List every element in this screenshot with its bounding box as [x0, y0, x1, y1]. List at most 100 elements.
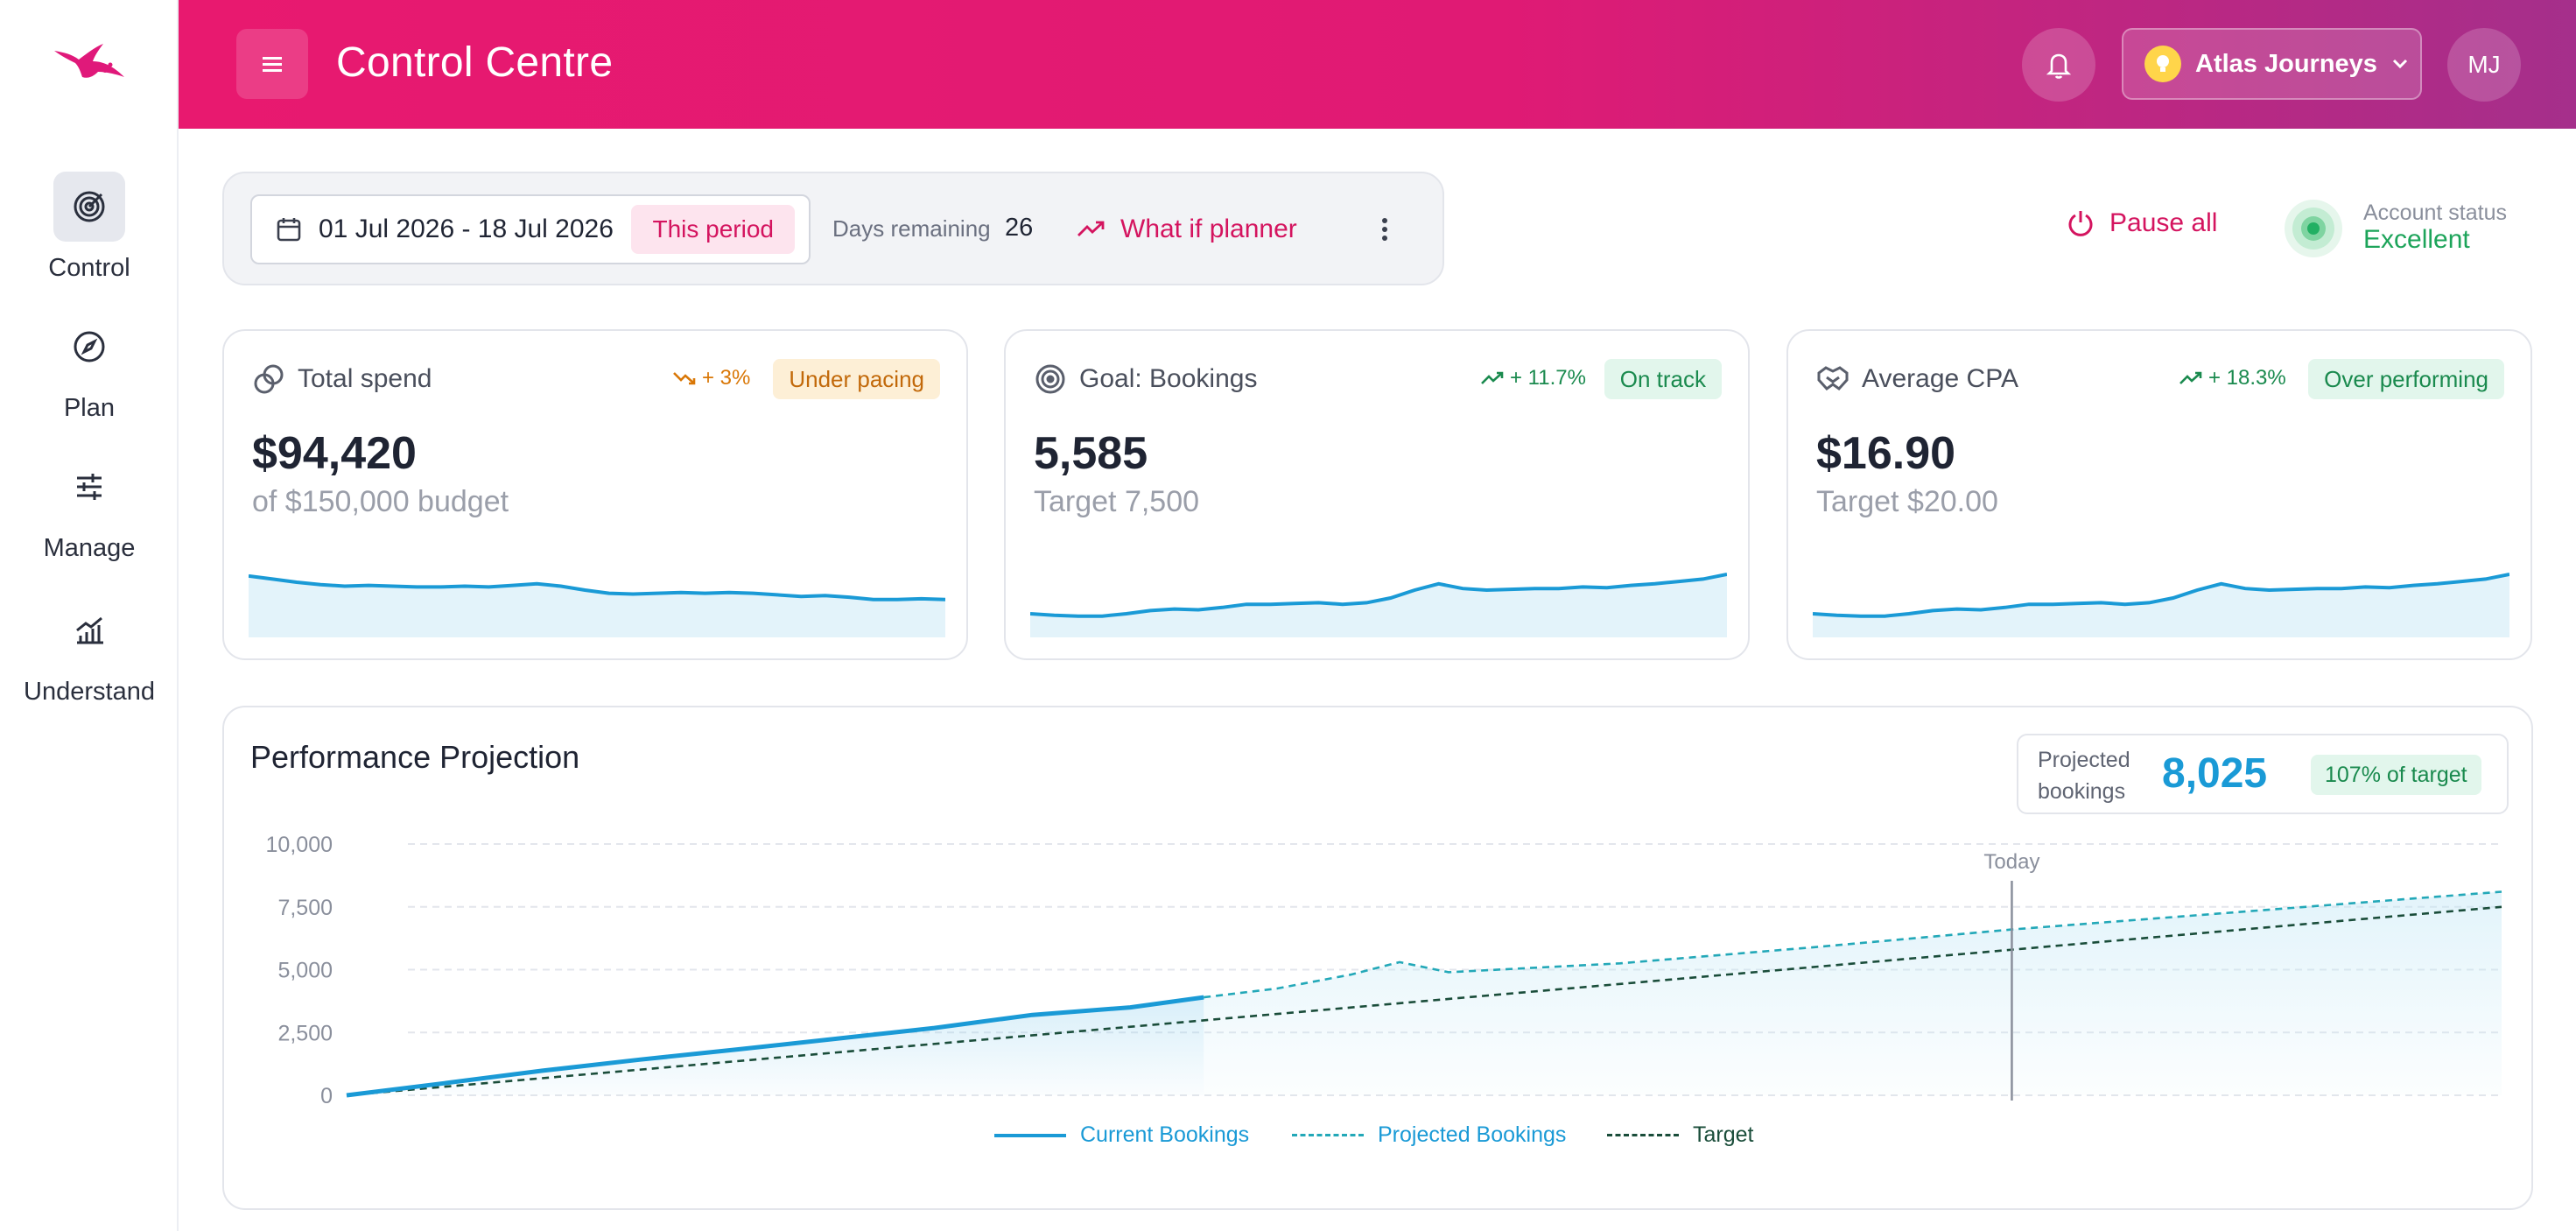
period-badge: This period — [631, 205, 795, 254]
power-icon — [2068, 211, 2093, 236]
trending-down-icon — [673, 372, 696, 385]
hummingbird-logo-icon[interactable] — [53, 39, 126, 91]
what-if-planner-button[interactable]: What if planner — [1077, 205, 1297, 254]
sparkline — [1813, 573, 2509, 637]
account-switcher[interactable]: Atlas Journeys — [2122, 28, 2422, 100]
sparkline — [1030, 573, 1727, 637]
trending-up-icon — [2179, 371, 2202, 384]
sparkline-area — [1030, 574, 1727, 637]
handshake-icon — [1817, 366, 1849, 390]
sliders-icon — [53, 452, 125, 522]
projection-chart[interactable]: Today 10,000 7,500 5,000 2,500 0 — [224, 707, 2535, 1212]
more-options-button[interactable] — [1360, 205, 1409, 254]
coins-icon — [254, 364, 284, 394]
page-title: Control Centre — [336, 39, 614, 86]
trend-indicator: + 3% — [672, 366, 750, 390]
pause-all-label: Pause all — [2109, 208, 2218, 237]
trend-value: + 18.3% — [2208, 366, 2286, 390]
projected-bookings-summary: Projected bookings 8,025 107% of target — [2017, 734, 2509, 814]
notifications-button[interactable] — [2022, 28, 2095, 102]
account-status-value: Excellent — [2363, 225, 2470, 254]
sparkline-line — [1030, 573, 1727, 618]
kpi-card-goal-bookings[interactable]: Goal: Bookings + 11.7% On track 5,585 Ta… — [1004, 329, 1750, 660]
pause-all-button[interactable]: Pause all — [2066, 208, 2217, 238]
sparkline — [249, 573, 945, 637]
sidebar-item-label: Understand — [24, 678, 155, 706]
sidebar-item-understand[interactable]: Understand — [0, 595, 179, 707]
card-title: Average CPA — [1816, 362, 2018, 396]
projected-target-badge: 107% of target — [2311, 755, 2481, 795]
card-title-text: Total spend — [298, 364, 432, 393]
sidebar: Control Plan Manage Understand — [0, 0, 179, 1231]
trending-up-icon — [1077, 221, 1105, 236]
card-subtitle: Target $20.00 — [1816, 485, 1998, 518]
performance-projection-card: Performance Projection Projected booking… — [222, 706, 2533, 1210]
period-toolbar: 01 Jul 2026 - 18 Jul 2026 This period Da… — [222, 172, 1444, 285]
y-tick-label: 0 — [320, 1084, 333, 1108]
trending-up-icon — [1481, 371, 1504, 384]
card-subtitle: Target 7,500 — [1034, 485, 1200, 518]
card-title-text: Goal: Bookings — [1079, 364, 1258, 393]
date-range-text: 01 Jul 2026 - 18 Jul 2026 — [319, 215, 614, 243]
sidebar-item-label: Manage — [43, 534, 136, 562]
card-title-text: Average CPA — [1862, 364, 2018, 393]
legend-label: Current Bookings — [1080, 1122, 1250, 1147]
y-tick-label: 2,500 — [277, 1021, 333, 1045]
more-vertical-icon — [1382, 218, 1387, 241]
target-icon — [1035, 364, 1065, 394]
target-icon — [53, 172, 125, 242]
projected-bookings-line — [1204, 890, 2502, 999]
sidebar-item-label: Control — [48, 254, 130, 282]
status-badge: Over performing — [2308, 359, 2504, 399]
menu-button[interactable] — [236, 29, 308, 99]
lightbulb-icon — [2144, 46, 2181, 82]
card-value: 5,585 — [1034, 428, 1148, 479]
target-line — [346, 905, 2502, 1097]
days-remaining-label: Days remaining — [832, 215, 991, 242]
kpi-card-average-cpa[interactable]: Average CPA + 18.3% Over performing $16.… — [1786, 329, 2532, 660]
compass-icon — [53, 312, 125, 382]
current-bookings-line — [346, 995, 1204, 1098]
projected-bookings-label: Projected bookings — [2038, 748, 2130, 804]
status-indicator-icon — [2285, 200, 2342, 257]
account-status-label: Account status — [2363, 200, 2507, 225]
trend-indicator: + 18.3% — [2179, 366, 2286, 390]
sparkline-area — [249, 575, 945, 637]
card-value: $16.90 — [1816, 428, 1956, 479]
top-header: Control Centre Atlas Journeys MJ — [179, 0, 2576, 129]
sidebar-item-plan[interactable]: Plan — [0, 312, 179, 423]
sidebar-item-control[interactable]: Control — [0, 172, 179, 283]
sidebar-item-label: Plan — [63, 394, 116, 422]
bell-icon — [2046, 53, 2072, 79]
avatar[interactable]: MJ — [2447, 28, 2521, 102]
date-range-picker[interactable]: 01 Jul 2026 - 18 Jul 2026 This period — [250, 194, 811, 264]
what-if-planner-label: What if planner — [1120, 215, 1297, 243]
legend-label: Projected Bookings — [1378, 1122, 1567, 1147]
y-tick-label: 5,000 — [277, 959, 333, 983]
trend-value: + 11.7% — [1510, 366, 1586, 390]
trend-indicator: + 11.7% — [1480, 366, 1586, 390]
chevron-down-icon — [2392, 59, 2407, 69]
status-badge: On track — [1604, 359, 1722, 399]
projected-bookings-area — [1204, 891, 2502, 1095]
legend-current-bookings[interactable]: Current Bookings — [994, 1122, 1249, 1148]
account-name: Atlas Journeys — [2195, 49, 2377, 78]
y-tick-label: 7,500 — [277, 896, 333, 920]
today-label: Today — [1983, 850, 2039, 874]
legend-projected-bookings[interactable]: Projected Bookings — [1292, 1122, 1566, 1148]
sparkline-line — [249, 573, 945, 601]
sidebar-item-manage[interactable]: Manage — [0, 452, 179, 563]
legend-target[interactable]: Target — [1607, 1122, 1753, 1148]
chart-title: Performance Projection — [250, 739, 580, 775]
trend-value: + 3% — [702, 366, 751, 390]
card-value: $94,420 — [252, 428, 417, 479]
calendar-icon — [277, 218, 301, 242]
days-remaining-value: 26 — [1005, 214, 1034, 242]
legend-label: Target — [1693, 1122, 1754, 1147]
sparkline-line — [1813, 573, 2509, 618]
y-tick-label: 10,000 — [266, 833, 333, 857]
card-title: Goal: Bookings — [1034, 362, 1257, 396]
card-subtitle: of $150,000 budget — [252, 485, 509, 518]
sparkline-area — [1813, 574, 2509, 637]
kpi-card-total-spend[interactable]: Total spend + 3% Under pacing $94,420 of… — [222, 329, 968, 660]
